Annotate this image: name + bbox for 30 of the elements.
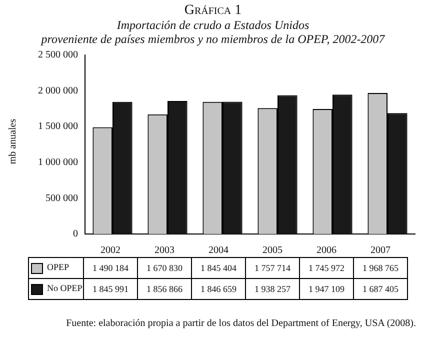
x-tick-label: 2003 [154, 244, 176, 258]
x-tick-label: 2004 [208, 244, 230, 258]
y-tick-label: 2 500 000 [38, 50, 78, 61]
x-tick-label: 2006 [316, 244, 338, 258]
data-label: 1 947 109 [300, 278, 354, 300]
y-tick-label: 1 000 000 [38, 157, 78, 168]
y-tick-label: 2 000 000 [38, 85, 78, 96]
data-label: 1 845 404 [192, 258, 246, 278]
y-tick-label: 500 000 [46, 192, 78, 204]
data-label: 1 968 765 [354, 258, 408, 278]
data-label: 1 757 714 [246, 258, 300, 278]
data-label: 1 687 405 [354, 278, 408, 300]
data-label: 1 490 184 [84, 258, 138, 278]
y-tick-label: 0 [73, 228, 78, 240]
x-tick-label: 2007 [370, 244, 392, 258]
data-label: 1 845 991 [84, 278, 138, 300]
legend-label: OPEP [28, 258, 84, 278]
chart-subtitle: Importación de crudo a Estados Unidos proveniente de países miembros y no miembros de la OPEP, 2002-2007 [40, 18, 386, 46]
data-label: 1 938 257 [246, 278, 300, 300]
data-label: 1 846 659 [192, 278, 246, 300]
data-label: 1 745 972 [300, 258, 354, 278]
x-tick-label: 2002 [100, 244, 122, 258]
y-axis-title: mb anuales [8, 118, 18, 166]
legend-label: No OPEP [28, 278, 84, 300]
chart-title: Gráfica 1 [183, 3, 243, 18]
data-label: 1 856 866 [138, 278, 192, 300]
data-label: 1 670 830 [138, 258, 192, 278]
x-tick-label: 2005 [262, 244, 284, 258]
source-note: Fuente: elaboración propia a partir de los datos del Department of Energy, USA (2008). [65, 318, 416, 329]
y-tick-label: 1 500 000 [38, 121, 78, 132]
